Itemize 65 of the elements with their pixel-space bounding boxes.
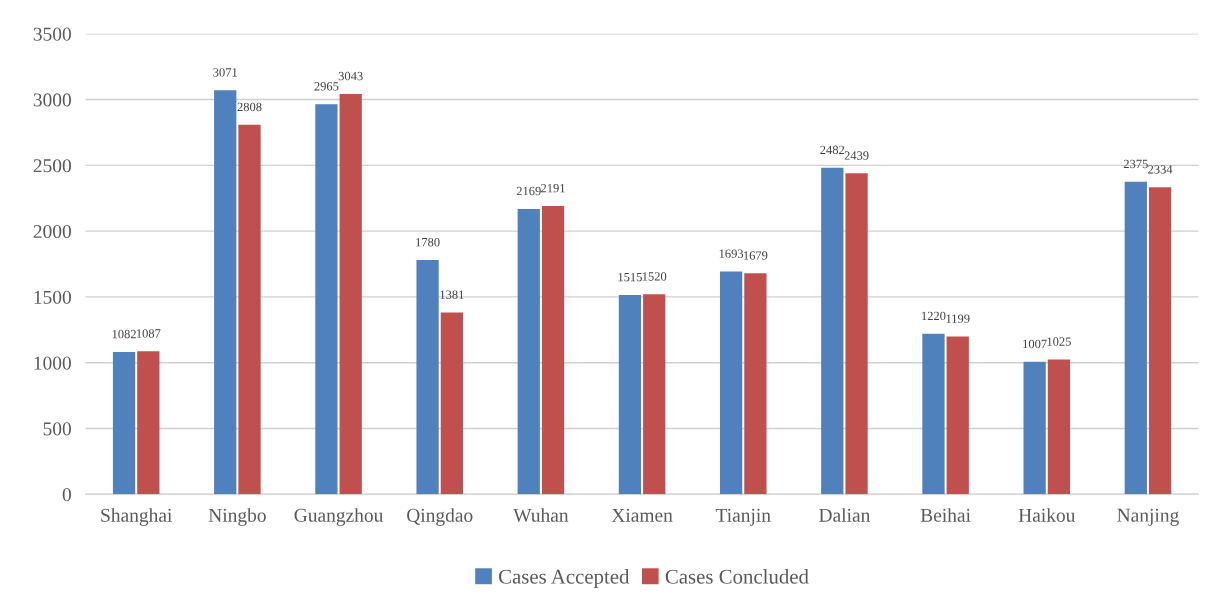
x-tick-label: Xiamen [611, 508, 673, 522]
x-tick-label: Beihai [920, 508, 971, 522]
data-label: 1780 [416, 237, 440, 247]
y-tick-label: 3000 [33, 93, 71, 107]
y-tick-label: 3500 [33, 27, 71, 41]
bar [416, 260, 439, 495]
data-label: 1199 [946, 314, 970, 323]
data-label: 1220 [922, 311, 946, 321]
data-label: 3043 [338, 71, 363, 81]
y-tick-label: 2000 [33, 224, 71, 239]
bar [1023, 361, 1046, 495]
y-tick-label: 0 [62, 488, 71, 502]
data-label: 1087 [136, 329, 161, 338]
bar [1148, 187, 1172, 495]
bar [845, 173, 868, 495]
bar [618, 294, 642, 495]
bar [946, 336, 969, 495]
data-label: 1082 [112, 329, 136, 339]
bar [137, 351, 160, 495]
y-tick-label: 1500 [34, 290, 71, 304]
bar [315, 104, 338, 495]
x-tick-label: Nanjing [1117, 508, 1179, 526]
bar [214, 90, 237, 495]
data-label: 2439 [844, 151, 869, 160]
bar [339, 93, 362, 495]
data-label: 3071 [213, 68, 237, 77]
data-label: 1693 [719, 249, 744, 258]
x-tick-label: Qingdao [407, 508, 473, 526]
x-tick-label: Wuhan [513, 508, 569, 522]
bar [719, 271, 743, 495]
data-label: 2482 [820, 145, 845, 155]
y-tick-label: 500 [43, 422, 71, 436]
bar [1124, 181, 1147, 495]
bar [238, 124, 261, 495]
x-tick-label: Haikou [1018, 508, 1076, 522]
bar [517, 208, 540, 495]
bar [643, 294, 666, 495]
data-label: 1679 [743, 251, 768, 260]
data-label: 2169 [516, 186, 541, 196]
legend-label: Cases Concluded [665, 569, 809, 584]
data-label: 2965 [314, 82, 339, 91]
x-tick-label: Ningbo [208, 508, 266, 526]
y-tick-label: 1000 [34, 356, 71, 370]
x-tick-label: Dalian [819, 508, 871, 522]
data-label: 2375 [1123, 159, 1148, 169]
bar [1047, 359, 1071, 495]
legend-label: Cases Accepted [498, 569, 630, 588]
data-label: 2334 [1148, 165, 1173, 174]
data-label: 1381 [440, 290, 464, 299]
data-label: 1007 [1023, 339, 1047, 349]
data-label: 2808 [237, 102, 262, 112]
bar [922, 333, 945, 495]
data-label: 1515 [618, 272, 642, 282]
data-label: 2191 [541, 183, 565, 193]
x-tick-label: Guangzhou [294, 508, 384, 526]
x-tick-label: Tianjin [715, 508, 771, 526]
data-label: 1025 [1047, 337, 1071, 346]
bar [112, 351, 136, 495]
bar [744, 273, 767, 495]
y-tick-label: 2500 [33, 159, 71, 173]
bar [440, 312, 463, 495]
bar [541, 206, 565, 495]
x-tick-label: Shanghai [101, 508, 173, 526]
data-label: 1520 [642, 272, 667, 281]
bar [821, 167, 844, 495]
